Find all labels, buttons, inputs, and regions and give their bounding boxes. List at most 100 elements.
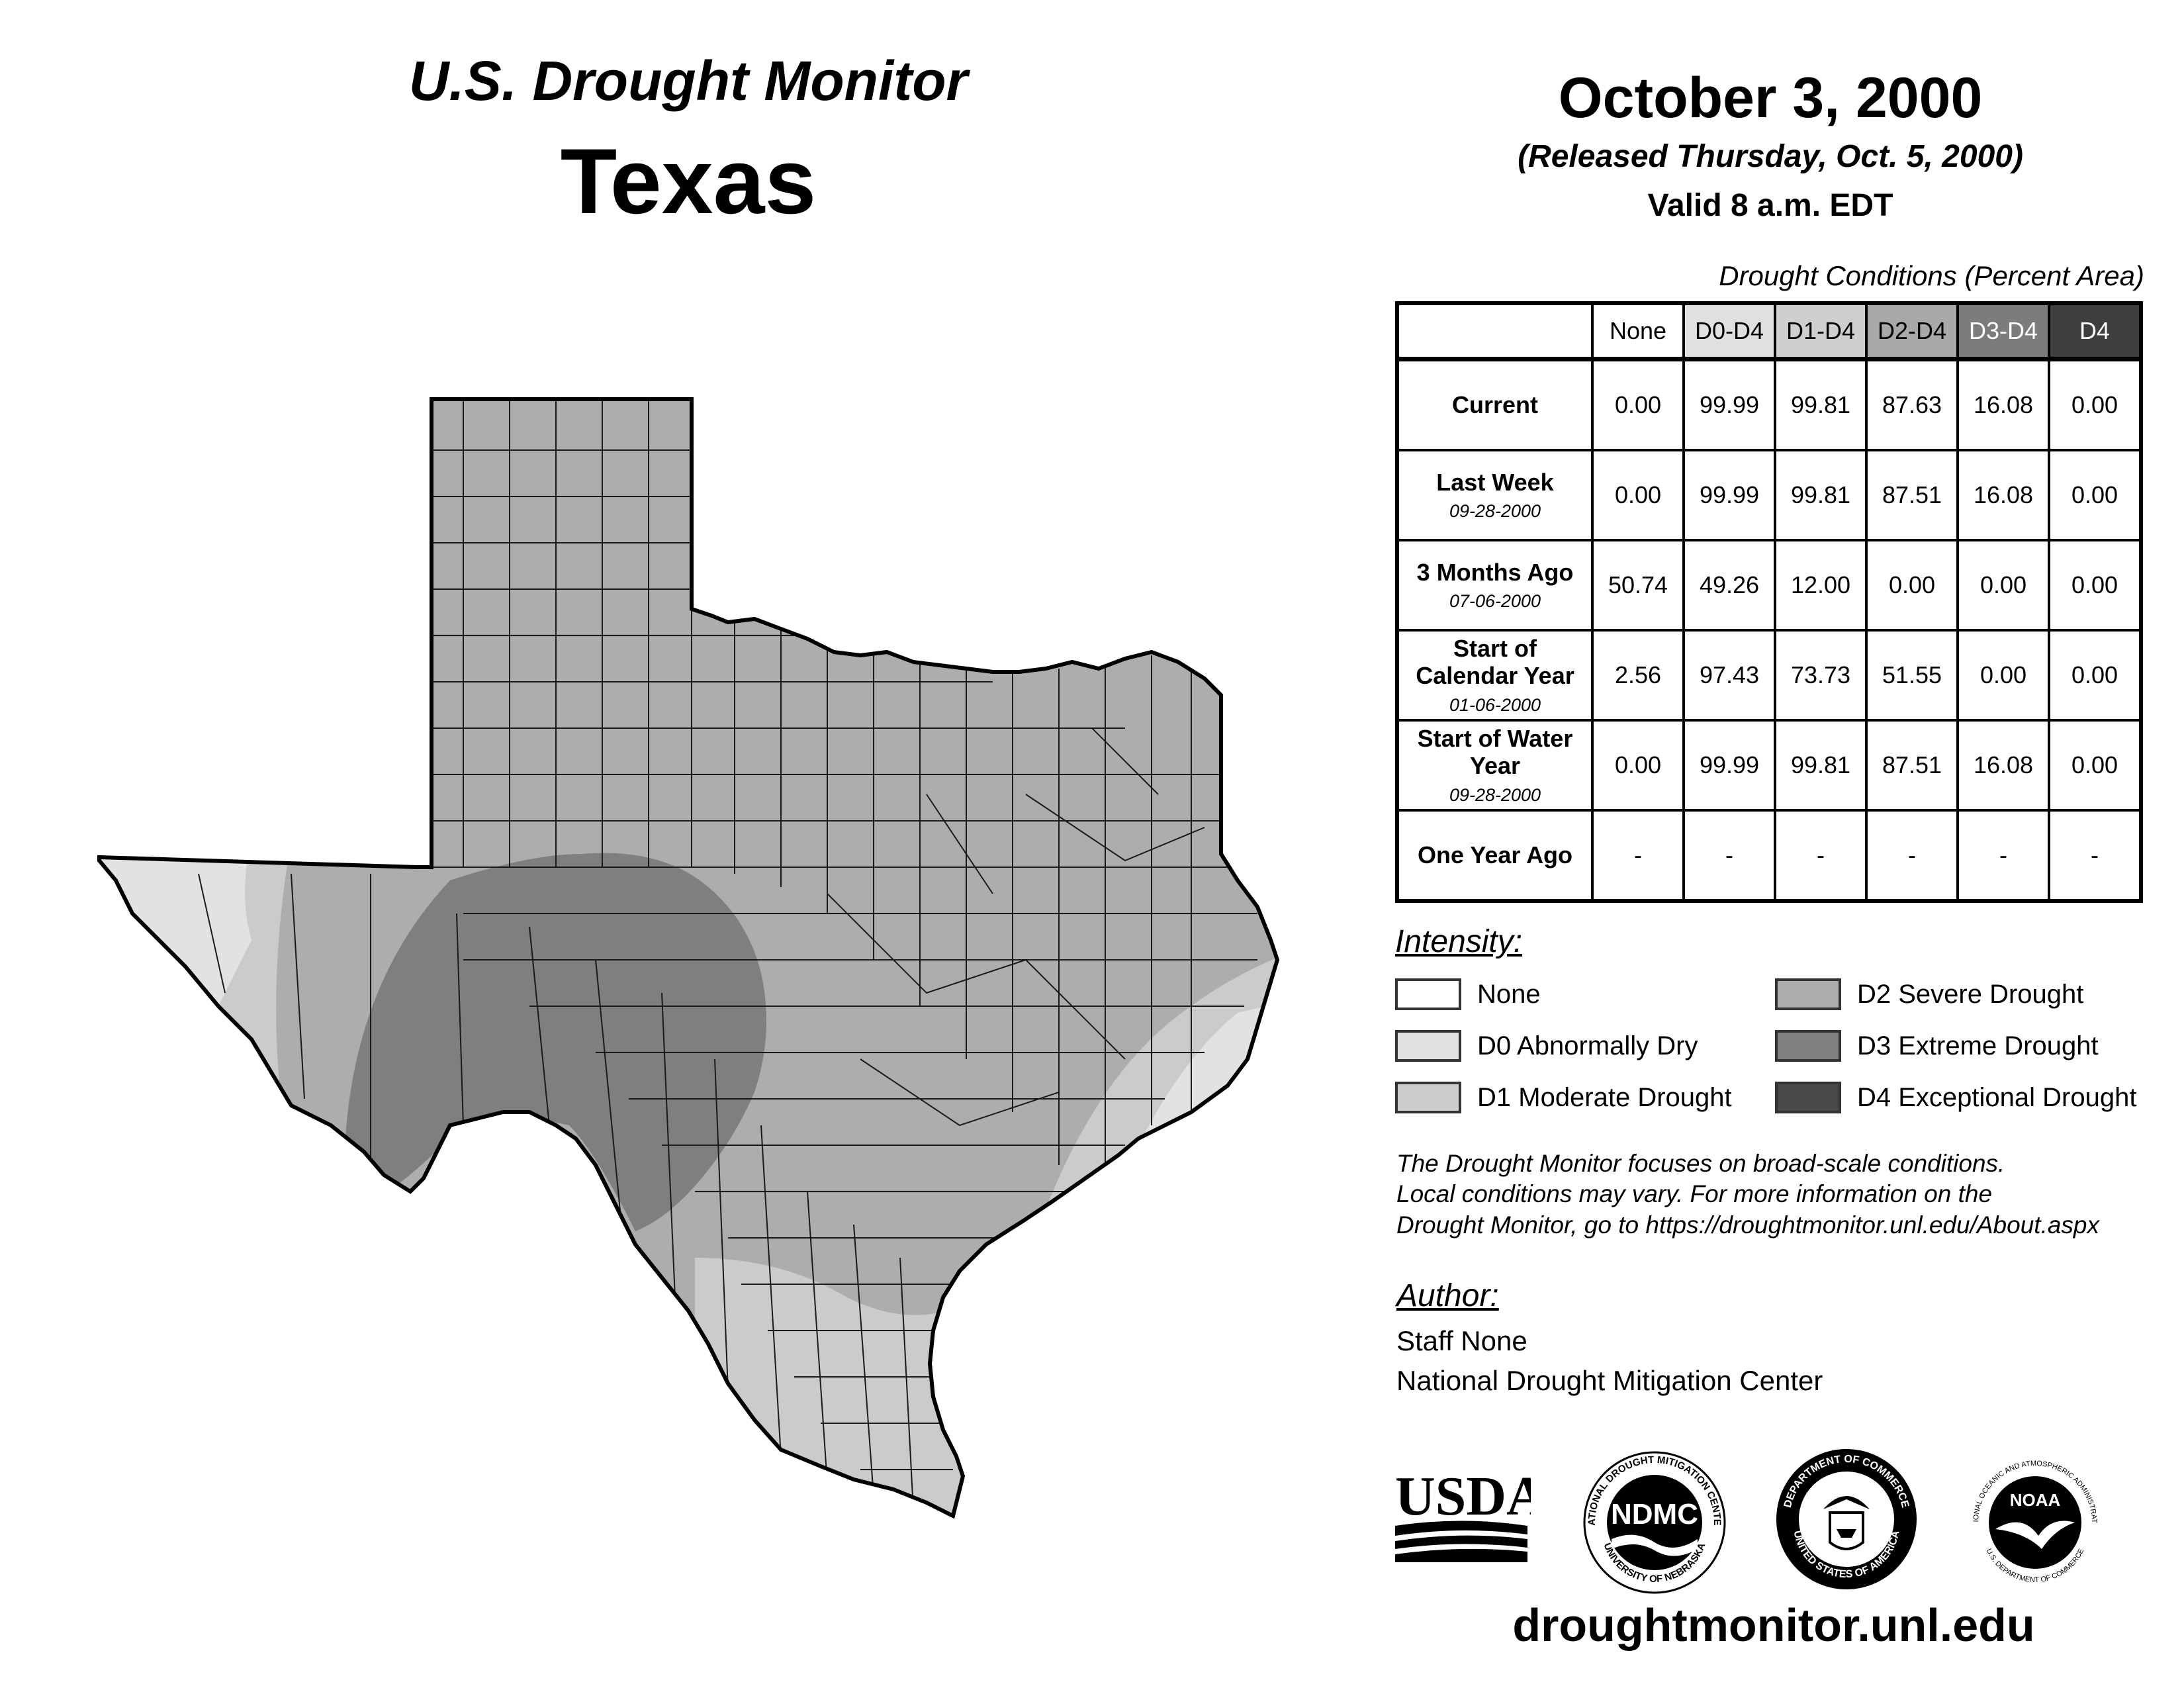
table-cell: 0.00: [1591, 719, 1685, 812]
eagle-icon: [1823, 1496, 1870, 1509]
table-row: Start of Calendar Year 01-06-2000 2.56 97…: [1396, 629, 2142, 722]
state-title: Texas: [560, 129, 817, 233]
footer-url: droughtmonitor.unl.edu: [1512, 1599, 2035, 1651]
note-line: Drought Monitor, go to https://droughtmo…: [1396, 1211, 2099, 1239]
legend-title: Intensity:: [1395, 924, 1523, 959]
note-line: The Drought Monitor focuses on broad-sca…: [1396, 1150, 2005, 1177]
usda-logo: USDA: [1395, 1466, 1531, 1562]
row-label-text: Start of Water Year: [1417, 725, 1573, 780]
col-header-d4: D4: [2048, 302, 2142, 361]
legend-item-d4: D4 Exceptional Drought: [1775, 1082, 2136, 1113]
table-cell: 51.55: [1865, 629, 1959, 722]
row-label: Start of Water Year 09-28-2000: [1396, 719, 1594, 812]
shield-icon: [1829, 1511, 1864, 1550]
table-cell: 50.74: [1591, 539, 1685, 632]
table-row: Last Week 09-28-2000 0.00 99.99 99.81 87.…: [1396, 449, 2142, 541]
table-cell: 99.81: [1774, 357, 1868, 451]
date-header: October 3, 2000 (Released Thursday, Oct.…: [1390, 70, 2151, 222]
author-title: Author:: [1396, 1278, 1499, 1313]
legend-swatch: [1775, 978, 1841, 1010]
table-cell: 2.56: [1591, 629, 1685, 722]
table-cell: -: [1865, 809, 1959, 902]
row-label-text: 3 Months Ago: [1416, 558, 1574, 586]
legend-swatch: [1775, 1082, 1841, 1113]
table-cell: 99.81: [1774, 449, 1868, 541]
row-label-text: One Year Ago: [1417, 841, 1573, 869]
legend-swatch: [1395, 1030, 1461, 1062]
col-header-d0-d4: D0-D4: [1682, 302, 1776, 361]
noaa-logo: NATIONAL OCEANIC AND ATMOSPHERIC ADMINIS…: [1962, 1450, 2105, 1593]
noaa-logo-text: NOAA: [2010, 1490, 2061, 1510]
ndmc-logo: NATIONAL DROUGHT MITIGATION CENTER UNIVE…: [1582, 1450, 1726, 1594]
col-header-d2-d4: D2-D4: [1865, 302, 1959, 361]
table-header-row: None D0-D4 D1-D4 D2-D4 D3-D4 D4: [1397, 302, 2142, 361]
table-cell: 0.00: [2048, 357, 2142, 451]
table-cell: -: [1956, 809, 2050, 902]
legend-swatch: [1395, 1082, 1461, 1113]
row-label: Last Week 09-28-2000: [1396, 449, 1594, 541]
legend-item-d3: D3 Extreme Drought: [1775, 1030, 2099, 1062]
table-row: 3 Months Ago 07-06-2000 50.74 49.26 12.00…: [1396, 539, 2142, 632]
table-row: One Year Ago - - - - - -: [1396, 809, 2142, 902]
table-corner: [1397, 303, 1594, 361]
map-header: U.S. Drought Monitor Texas: [344, 53, 1032, 228]
col-header-none: None: [1591, 302, 1685, 361]
legend-item-d1: D1 Moderate Drought: [1395, 1082, 1732, 1113]
table-row: Start of Water Year 09-28-2000 0.00 99.99…: [1396, 719, 2142, 812]
table-row: Current 0.00 99.99 99.81 87.63 16.08 0.0…: [1396, 357, 2142, 451]
ndmc-logo-text: NDMC: [1611, 1498, 1698, 1530]
row-label-date: 09-28-2000: [1449, 501, 1541, 522]
legend-label: D2 Severe Drought: [1857, 979, 2084, 1009]
table-cell: -: [1682, 809, 1776, 902]
row-label: One Year Ago: [1396, 809, 1594, 902]
table-cell: 0.00: [2048, 629, 2142, 722]
legend-label: D4 Exceptional Drought: [1857, 1082, 2137, 1112]
row-label: Start of Calendar Year 01-06-2000: [1396, 629, 1594, 722]
valid-time: Valid 8 a.m. EDT: [1647, 188, 1893, 223]
table-cell: 99.81: [1774, 719, 1868, 812]
table-cell: 0.00: [2048, 539, 2142, 632]
table-cell: 49.26: [1682, 539, 1776, 632]
monitor-title: U.S. Drought Monitor: [408, 50, 968, 112]
row-label-text: Last Week: [1436, 468, 1554, 496]
table-cell: 16.08: [1956, 719, 2050, 812]
legend-label: None: [1477, 979, 1541, 1009]
col-header-d1-d4: D1-D4: [1774, 302, 1868, 361]
row-label-date: 07-06-2000: [1449, 591, 1541, 612]
disclaimer-note: The Drought Monitor focuses on broad-sca…: [1396, 1149, 2177, 1241]
release-date: (Released Thursday, Oct. 5, 2000): [1518, 139, 2023, 174]
legend-label: D0 Abnormally Dry: [1477, 1031, 1698, 1060]
row-label: Current: [1396, 357, 1594, 451]
table-cell: 12.00: [1774, 539, 1868, 632]
table-cell: 0.00: [2048, 449, 2142, 541]
doc-logo: DEPARTMENT OF COMMERCE UNITED STATES OF …: [1776, 1449, 1917, 1589]
row-label: 3 Months Ago 07-06-2000: [1396, 539, 1594, 632]
table-cell: 97.43: [1682, 629, 1776, 722]
gull-icon: [1995, 1521, 2075, 1549]
row-label-date: 09-28-2000: [1449, 784, 1541, 805]
table-cell: 0.00: [1591, 357, 1685, 451]
county-lines: [198, 399, 1257, 1510]
note-line: Local conditions may vary. For more info…: [1396, 1180, 1993, 1208]
table-cell: 16.08: [1956, 449, 2050, 541]
col-header-d3-d4: D3-D4: [1956, 302, 2050, 361]
table-cell: 0.00: [1865, 539, 1959, 632]
table-cell: 16.08: [1956, 357, 2050, 451]
table-cell: 0.00: [1956, 539, 2050, 632]
texas-outline: [97, 397, 1280, 1519]
drought-conditions-table: None D0-D4 D1-D4 D2-D4 D3-D4 D4 Current …: [1395, 301, 2143, 903]
table-cell: -: [1591, 809, 1685, 902]
row-label-text: Start of Calendar Year: [1416, 635, 1574, 690]
legend-label: D3 Extreme Drought: [1857, 1031, 2099, 1060]
d2-region: [99, 399, 1277, 1516]
table-cell: 87.51: [1865, 449, 1959, 541]
table-cell: 0.00: [1956, 629, 2050, 722]
table-caption: Drought Conditions (Percent Area): [1719, 260, 2144, 291]
table-cell: 0.00: [2048, 719, 2142, 812]
legend-item-none: None: [1395, 978, 1541, 1010]
legend-swatch: [1775, 1030, 1841, 1062]
legend-item-d2: D2 Severe Drought: [1775, 978, 2083, 1010]
legend-item-d0: D0 Abnormally Dry: [1395, 1030, 1698, 1062]
table-cell: 87.51: [1865, 719, 1959, 812]
usda-logo-text: USDA: [1395, 1466, 1531, 1527]
